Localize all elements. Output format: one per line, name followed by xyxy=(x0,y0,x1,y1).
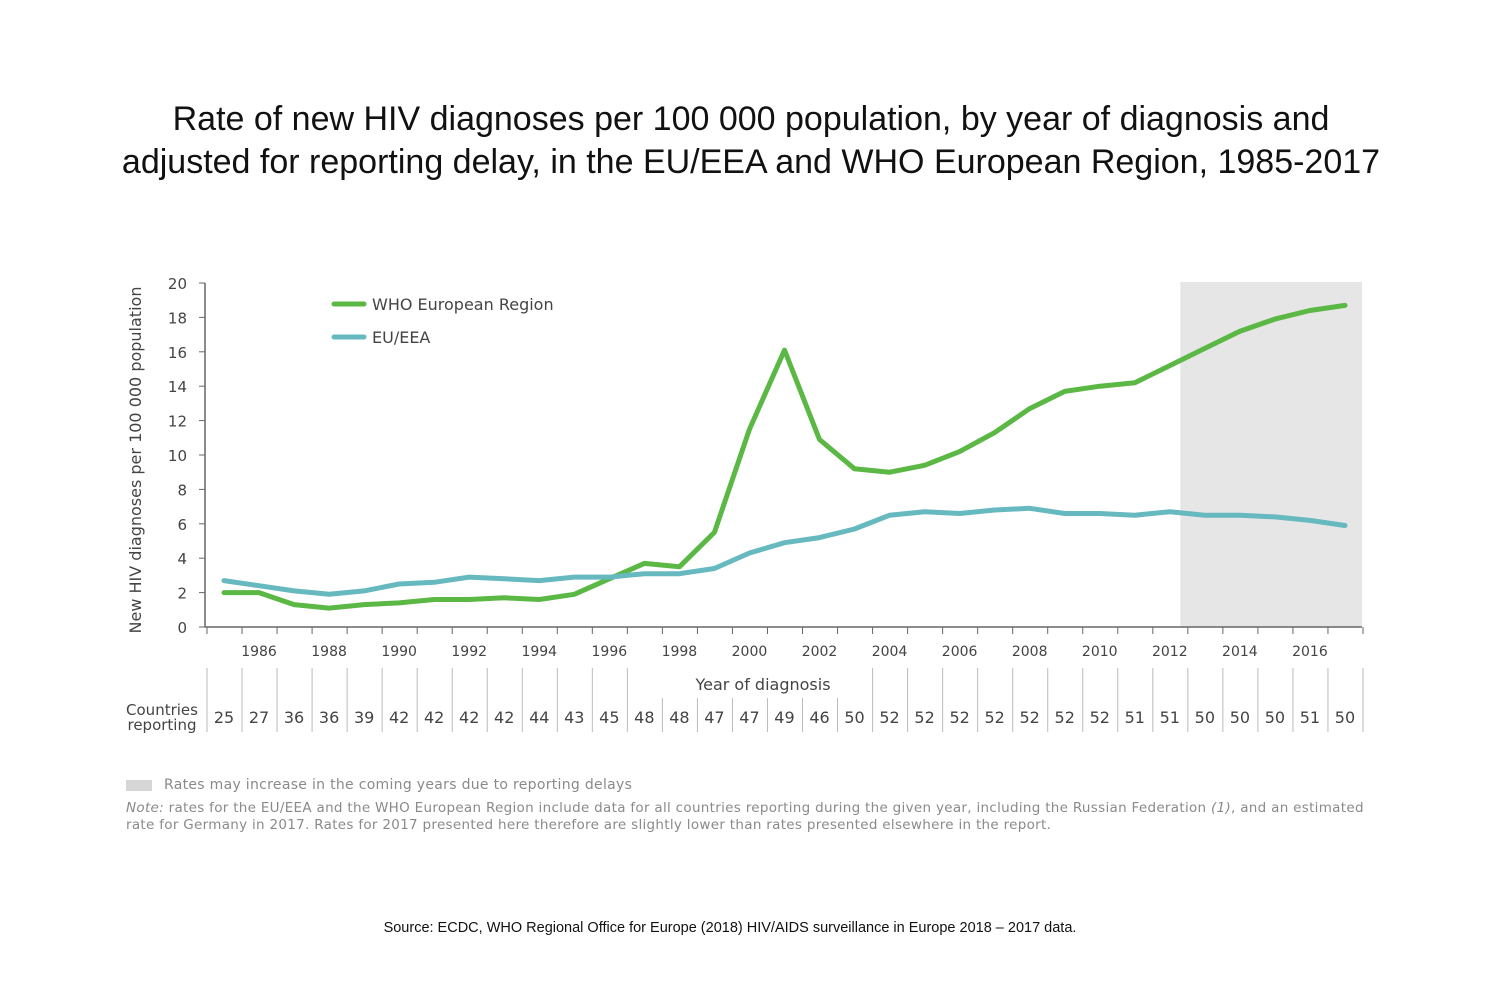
y-tick-label: 4 xyxy=(177,550,187,568)
series-line-eu-eea xyxy=(221,505,1348,597)
y-tick-label: 20 xyxy=(168,275,187,293)
x-tick-label: 2004 xyxy=(872,644,908,660)
x-tick-label: 1992 xyxy=(451,644,487,660)
y-tick-label: 8 xyxy=(177,481,187,499)
chart-note: Note: rates for the EU/EEA and the WHO E… xyxy=(126,800,1366,834)
y-tick-label: 18 xyxy=(168,309,187,327)
y-axis-label: New HIV diagnoses per 100 000 population xyxy=(126,287,145,634)
title-line-1: Rate of new HIV diagnoses per 100 000 po… xyxy=(172,100,1330,138)
x-axis-label: Year of diagnosis xyxy=(694,675,830,694)
countries-reporting-value: 47 xyxy=(704,708,724,727)
x-tick-label: 2012 xyxy=(1152,644,1188,660)
countries-reporting-value: 50 xyxy=(1195,708,1215,727)
countries-reporting-value: 52 xyxy=(984,708,1004,727)
countries-reporting-value: 52 xyxy=(914,708,934,727)
y-tick-label: 16 xyxy=(168,344,187,362)
x-tick-label: 2000 xyxy=(732,644,768,660)
countries-reporting-value: 42 xyxy=(494,708,514,727)
countries-reporting-value: 50 xyxy=(844,708,864,727)
countries-reporting-value: 51 xyxy=(1125,708,1145,727)
countries-reporting-value: 47 xyxy=(739,708,759,727)
countries-reporting-value: 52 xyxy=(1055,708,1075,727)
countries-reporting-value: 39 xyxy=(354,708,374,727)
x-tick-label: 1994 xyxy=(521,644,557,660)
shaded-swatch xyxy=(126,779,152,791)
x-tick-label: 2008 xyxy=(1012,644,1048,660)
countries-reporting-value: 27 xyxy=(249,708,269,727)
countries-reporting-value: 36 xyxy=(284,708,304,727)
slide-title: Rate of new HIV diagnoses per 100 000 po… xyxy=(0,98,1502,184)
countries-reporting-label-2: reporting xyxy=(127,716,196,734)
x-tick-label: 1988 xyxy=(311,644,347,660)
x-tick-label: 2010 xyxy=(1082,644,1118,660)
countries-reporting-value: 42 xyxy=(389,708,409,727)
countries-reporting-value: 36 xyxy=(319,708,339,727)
y-tick-label: 14 xyxy=(168,378,187,396)
countries-reporting-value: 50 xyxy=(1230,708,1250,727)
x-tick-label: 1986 xyxy=(241,644,277,660)
x-tick-label: 1990 xyxy=(381,644,417,660)
series-line-who-european-region xyxy=(221,302,1348,611)
note-text-2: , and an estimated rate for Germany in 2… xyxy=(126,800,1364,833)
countries-reporting-value: 49 xyxy=(774,708,794,727)
shaded-region-legend: Rates may increase in the coming years d… xyxy=(126,777,632,793)
y-tick-label: 10 xyxy=(168,447,187,465)
x-tick-label: 1996 xyxy=(592,644,628,660)
y-tick-label: 2 xyxy=(177,585,187,603)
reporting-delay-shaded-region xyxy=(1180,282,1362,627)
countries-reporting-value: 52 xyxy=(1020,708,1040,727)
note-ref: (1) xyxy=(1211,800,1232,816)
x-tick-label: 2002 xyxy=(802,644,838,660)
source-citation: Source: ECDC, WHO Regional Office for Eu… xyxy=(383,920,1077,936)
countries-reporting-value: 48 xyxy=(669,708,689,727)
countries-reporting-value: 52 xyxy=(949,708,969,727)
x-tick-label: 2006 xyxy=(942,644,978,660)
countries-reporting-value: 25 xyxy=(214,708,234,727)
countries-reporting-value: 45 xyxy=(599,708,619,727)
countries-reporting-value: 43 xyxy=(564,708,584,727)
countries-reporting-value: 52 xyxy=(1090,708,1110,727)
note-text: rates for the EU/EEA and the WHO Europea… xyxy=(164,800,1212,816)
countries-reporting-value: 51 xyxy=(1300,708,1320,727)
shaded-region-label: Rates may increase in the coming years d… xyxy=(164,777,633,793)
legend-label-who: WHO European Region xyxy=(372,295,554,314)
title-line-2: adjusted for reporting delay, in the EU/… xyxy=(121,143,1381,181)
countries-reporting-label-1: Countries xyxy=(126,701,198,719)
y-tick-label: 6 xyxy=(177,516,187,534)
x-tick-label: 2016 xyxy=(1292,644,1328,660)
countries-reporting-value: 42 xyxy=(459,708,479,727)
countries-reporting-value: 52 xyxy=(879,708,899,727)
countries-reporting-value: 50 xyxy=(1335,708,1355,727)
countries-reporting-value: 42 xyxy=(424,708,444,727)
x-tick-label: 1998 xyxy=(662,644,698,660)
x-tick-label: 2014 xyxy=(1222,644,1258,660)
countries-reporting-value: 51 xyxy=(1160,708,1180,727)
note-prefix: Note: xyxy=(126,800,165,816)
countries-reporting-value: 46 xyxy=(809,708,829,727)
countries-reporting-value: 50 xyxy=(1265,708,1285,727)
y-tick-label: 0 xyxy=(177,619,187,637)
countries-reporting-value: 44 xyxy=(529,708,549,727)
countries-reporting-value: 48 xyxy=(634,708,654,727)
legend-label-eu: EU/EEA xyxy=(372,328,430,347)
y-tick-label: 12 xyxy=(168,413,187,431)
